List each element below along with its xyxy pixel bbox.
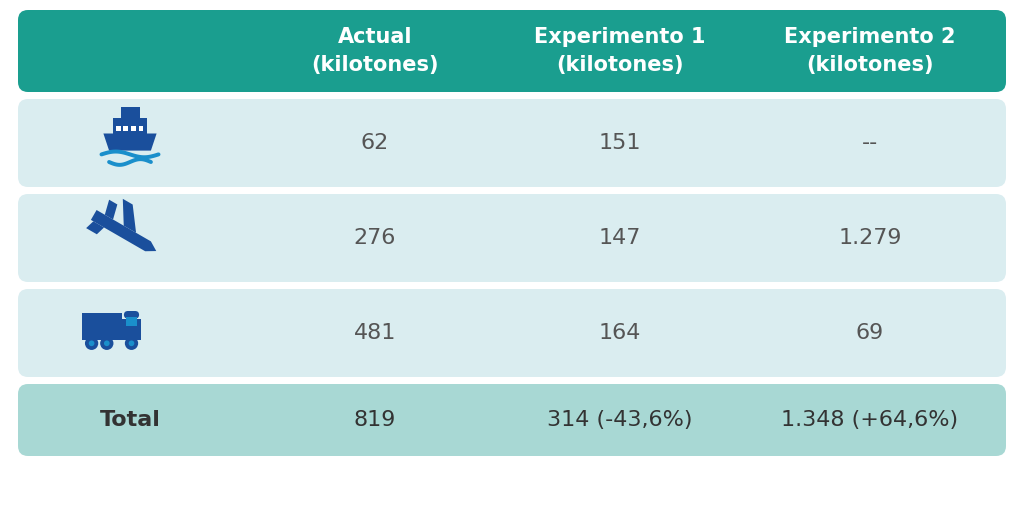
Polygon shape xyxy=(91,210,157,251)
Text: 819: 819 xyxy=(354,410,396,430)
Text: 276: 276 xyxy=(354,228,396,248)
FancyBboxPatch shape xyxy=(18,289,1006,377)
FancyBboxPatch shape xyxy=(121,107,139,118)
Text: 314 (-43,6%): 314 (-43,6%) xyxy=(547,410,693,430)
Text: 62: 62 xyxy=(360,133,389,153)
Text: 164: 164 xyxy=(599,323,641,343)
Text: 481: 481 xyxy=(354,323,396,343)
Polygon shape xyxy=(104,200,118,219)
Text: 147: 147 xyxy=(599,228,641,248)
Polygon shape xyxy=(123,199,136,233)
Text: Experimento 2
(kilotones): Experimento 2 (kilotones) xyxy=(784,27,955,75)
FancyBboxPatch shape xyxy=(18,99,1006,187)
Text: Experimento 1
(kilotones): Experimento 1 (kilotones) xyxy=(535,27,706,75)
Text: Total: Total xyxy=(99,410,161,430)
FancyBboxPatch shape xyxy=(116,126,121,130)
Text: Actual
(kilotones): Actual (kilotones) xyxy=(311,27,438,75)
Circle shape xyxy=(104,340,110,346)
Circle shape xyxy=(100,337,114,350)
FancyBboxPatch shape xyxy=(123,126,128,130)
FancyBboxPatch shape xyxy=(122,319,141,339)
FancyBboxPatch shape xyxy=(18,194,1006,282)
FancyBboxPatch shape xyxy=(138,126,143,130)
Polygon shape xyxy=(103,134,157,150)
Circle shape xyxy=(89,340,94,346)
FancyBboxPatch shape xyxy=(131,126,136,130)
Polygon shape xyxy=(86,221,104,234)
FancyBboxPatch shape xyxy=(126,317,137,326)
Circle shape xyxy=(129,340,134,346)
FancyBboxPatch shape xyxy=(18,384,1006,456)
Text: 151: 151 xyxy=(599,133,641,153)
Text: 69: 69 xyxy=(856,323,884,343)
Circle shape xyxy=(85,337,98,350)
Text: 1.348 (+64,6%): 1.348 (+64,6%) xyxy=(781,410,958,430)
FancyBboxPatch shape xyxy=(82,313,122,339)
FancyBboxPatch shape xyxy=(18,10,1006,92)
Text: --: -- xyxy=(862,133,879,153)
Circle shape xyxy=(125,337,138,350)
FancyBboxPatch shape xyxy=(124,311,139,319)
Text: 1.279: 1.279 xyxy=(839,228,902,248)
FancyBboxPatch shape xyxy=(113,118,147,134)
